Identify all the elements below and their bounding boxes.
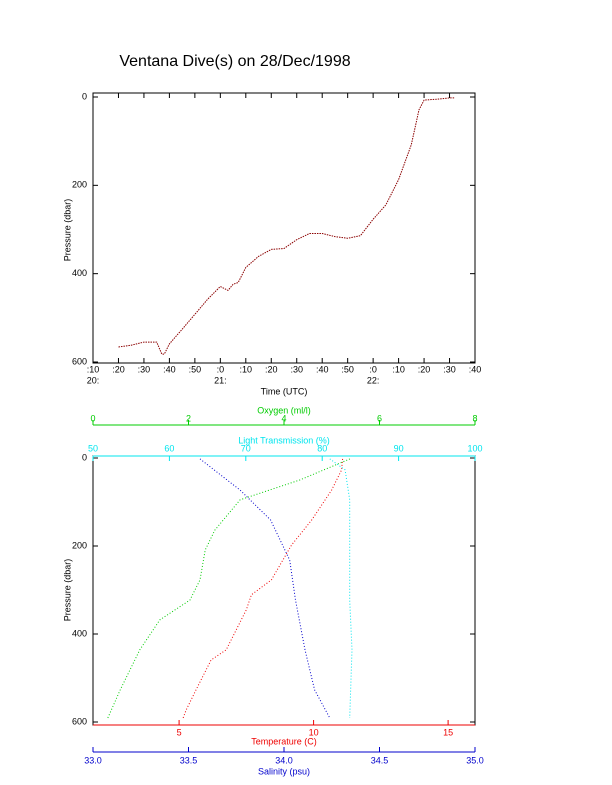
x-tick-label: 34.5 (371, 755, 389, 765)
x-tick-label: 70 (241, 443, 251, 453)
y-axis-title: Pressure (dbar) (62, 559, 72, 622)
x-tick-label: 10 (309, 727, 319, 737)
x-tick-label: 2 (186, 413, 191, 423)
x-tick-label: :10 (240, 364, 253, 374)
y-tick-label: 0 (82, 452, 87, 462)
x-axis-title: Time (UTC) (261, 386, 308, 396)
x-tick-label: 5 (177, 727, 182, 737)
x-tick-label: :0 (369, 364, 377, 374)
x-axis-title: Temperature (C) (251, 736, 317, 746)
data-line (118, 97, 455, 355)
plot-frame (92, 92, 476, 364)
x-tick-label: :40 (469, 364, 482, 374)
x-tick-label: :10 (87, 364, 100, 374)
data-line (329, 458, 353, 719)
plot-frame (92, 455, 476, 726)
x-tick-label: 0 (90, 413, 95, 423)
x-tick-label: :10 (392, 364, 405, 374)
x-axis-title: Oxygen (ml/l) (257, 405, 311, 415)
x-axis-title: Salinity (psu) (258, 766, 310, 776)
y-tick-label: 400 (72, 628, 87, 638)
x-tick-label: 8 (472, 413, 477, 423)
x-tick-label: 33.0 (84, 755, 102, 765)
x-tick-label: 6 (377, 413, 382, 423)
x-tick-label: 100 (467, 443, 482, 453)
x-tick-label: 4 (281, 413, 286, 423)
data-line (107, 458, 351, 719)
x-tick-label: :30 (138, 364, 151, 374)
data-line (182, 458, 344, 719)
x-tick-label: :20 (112, 364, 125, 374)
x-hour-label: 20: (87, 375, 100, 385)
x-tick-label: 15 (443, 727, 453, 737)
x-tick-label: 33.5 (180, 755, 198, 765)
x-tick-label: :50 (189, 364, 202, 374)
y-axis-title: Pressure (dbar) (62, 199, 72, 262)
chart-title: Ventana Dive(s) on 28/Dec/1998 (119, 53, 350, 70)
x-axis-title: Light Transmission (%) (238, 435, 330, 445)
x-tick-label: :30 (290, 364, 303, 374)
x-tick-label: 50 (88, 443, 98, 453)
x-tick-label: 35.0 (466, 755, 484, 765)
y-tick-label: 600 (72, 356, 87, 366)
x-tick-label: 90 (394, 443, 404, 453)
x-tick-label: 80 (317, 443, 327, 453)
y-tick-label: 200 (72, 540, 87, 550)
x-tick-label: :20 (418, 364, 431, 374)
x-tick-label: :40 (316, 364, 329, 374)
y-tick-label: 0 (82, 91, 87, 101)
x-tick-label: :40 (163, 364, 176, 374)
y-tick-label: 400 (72, 268, 87, 278)
x-tick-label: :30 (443, 364, 456, 374)
y-tick-label: 600 (72, 716, 87, 726)
x-tick-label: 34.0 (275, 755, 293, 765)
x-tick-label: :50 (341, 364, 354, 374)
x-tick-label: 60 (164, 443, 174, 453)
data-line (199, 458, 331, 719)
x-tick-label: :0 (217, 364, 225, 374)
y-tick-label: 200 (72, 180, 87, 190)
x-hour-label: 21: (214, 375, 227, 385)
x-tick-label: :20 (265, 364, 278, 374)
x-hour-label: 22: (367, 375, 380, 385)
